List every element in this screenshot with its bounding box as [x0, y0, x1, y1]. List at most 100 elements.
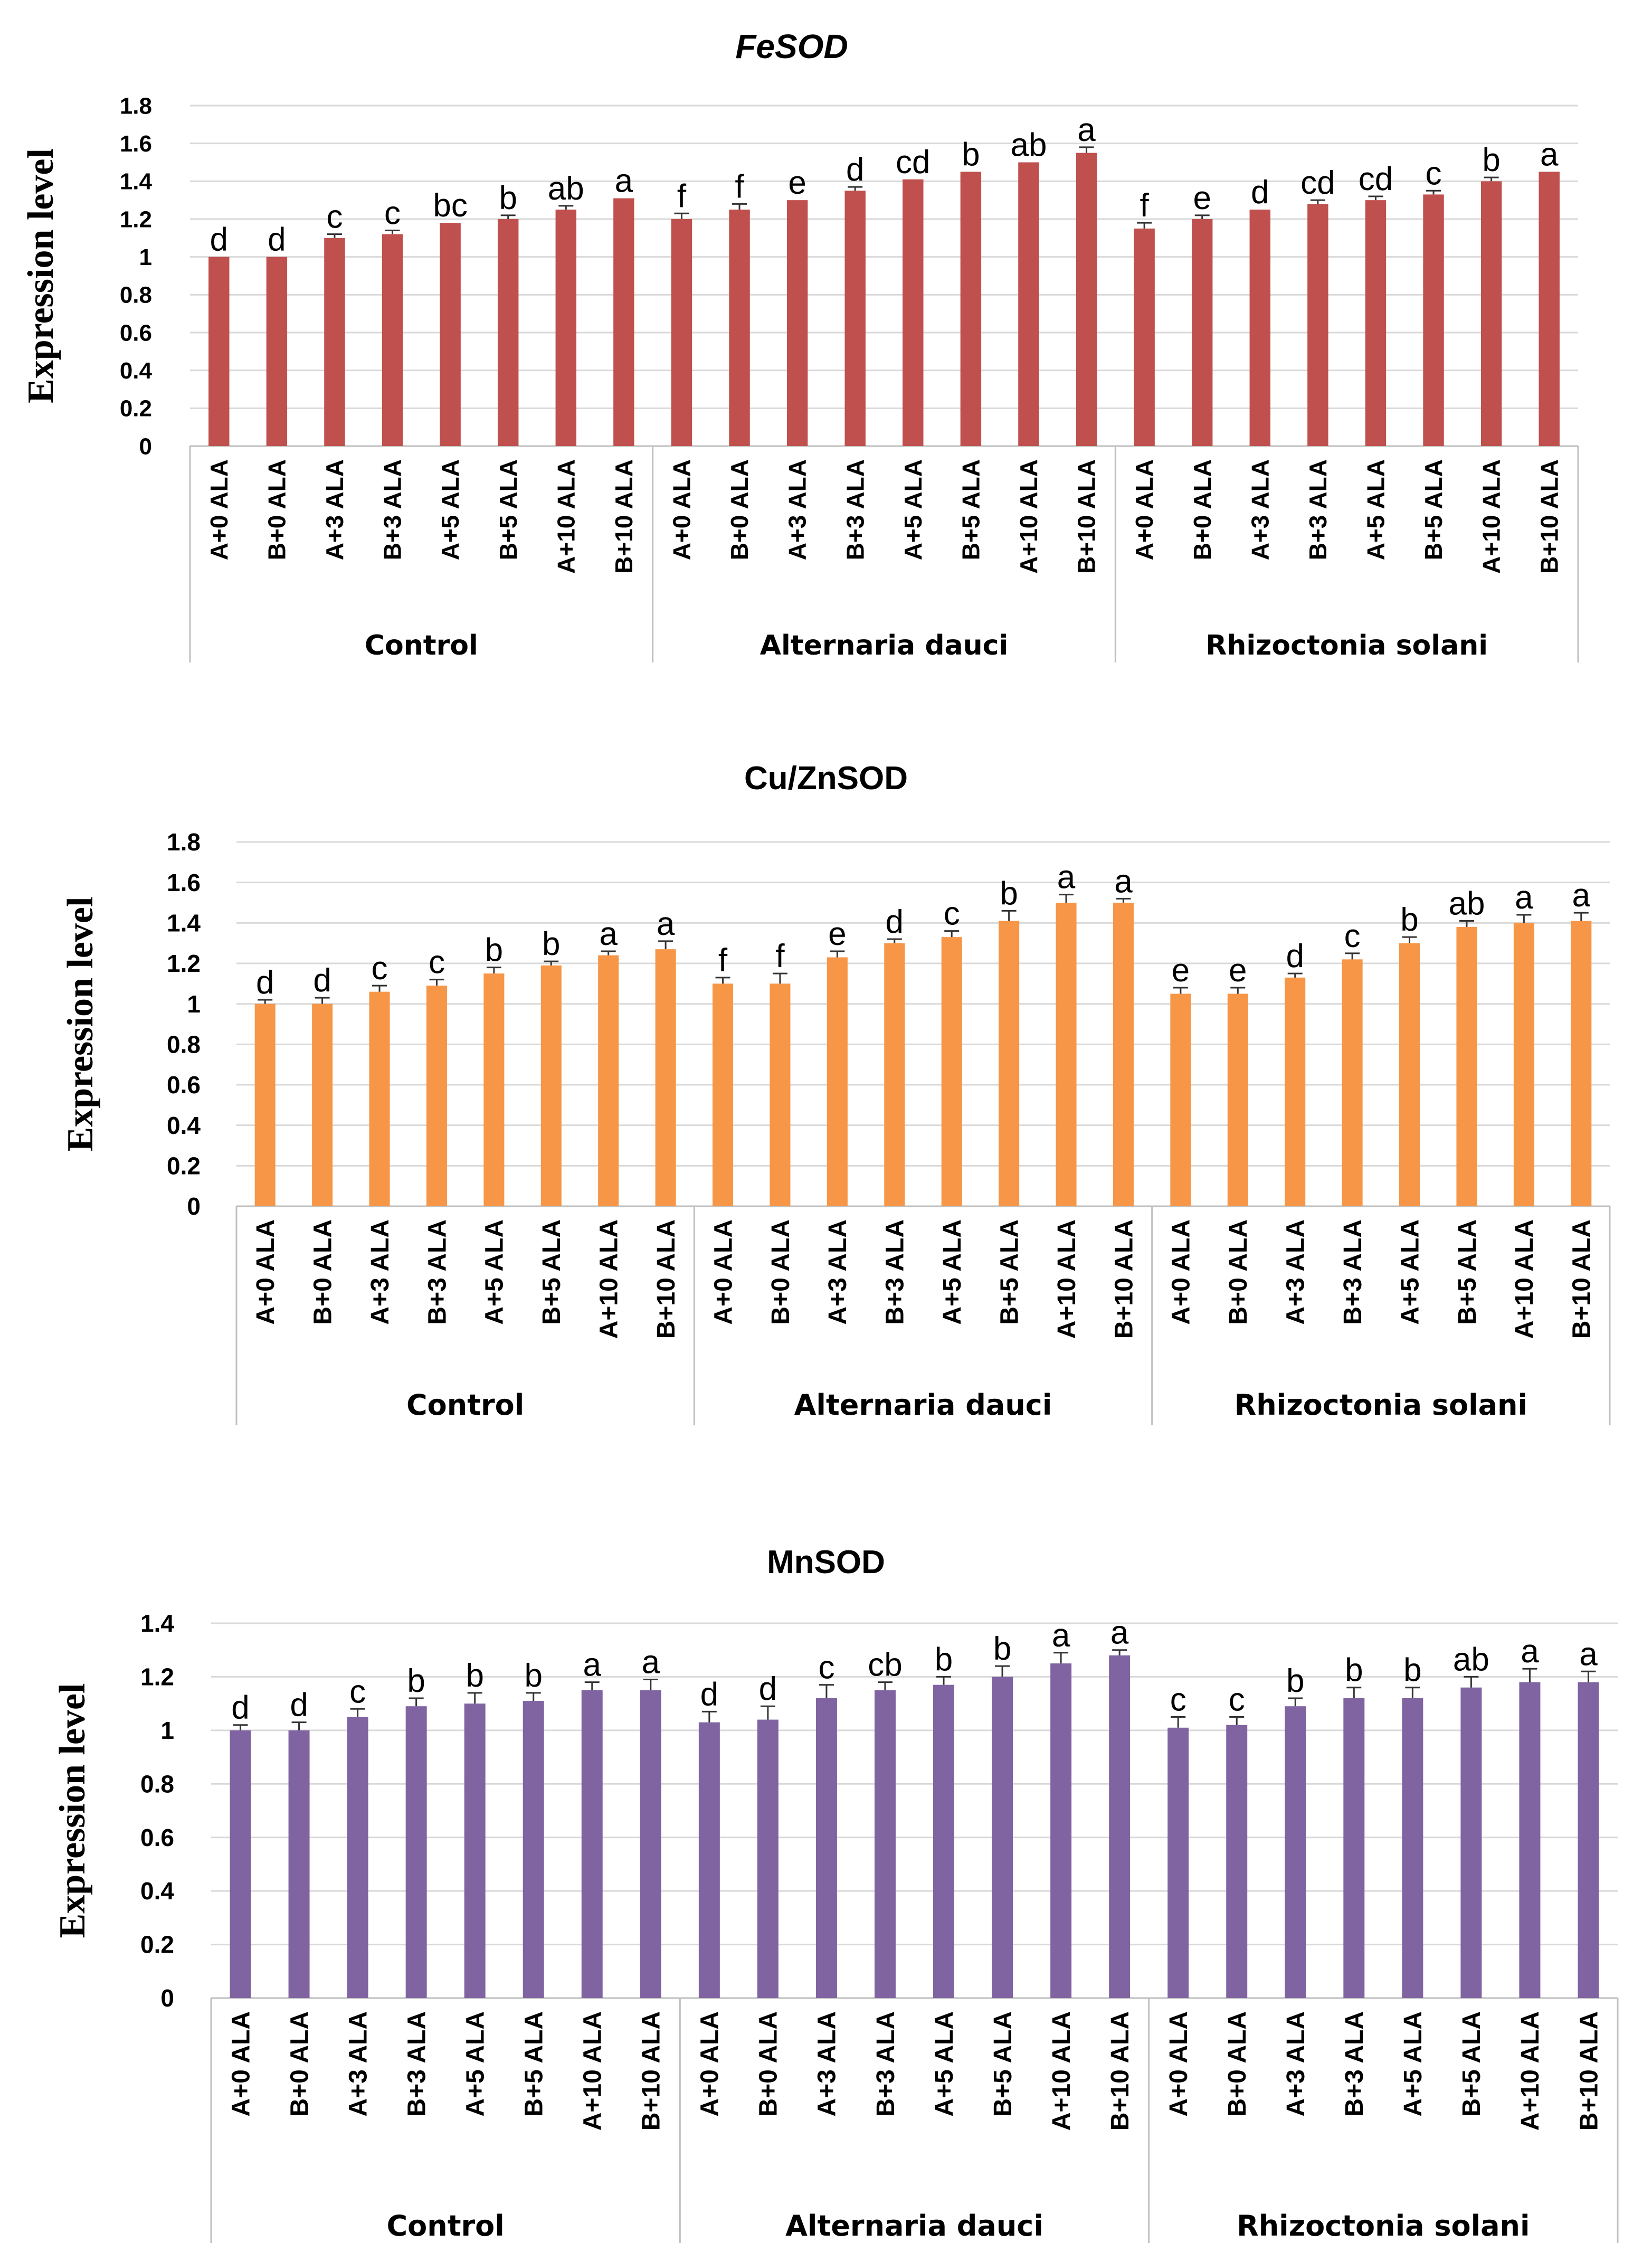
- category-label: B+5 ALA: [1454, 1219, 1482, 1325]
- y-tick-label: 1.6: [167, 869, 201, 896]
- bar: [324, 238, 345, 446]
- significance-label: b: [1400, 902, 1418, 938]
- bar: [655, 949, 676, 1206]
- bar: [992, 1677, 1013, 1998]
- bar: [426, 986, 447, 1206]
- bar: [1050, 1663, 1072, 1998]
- error-bar: [1079, 146, 1094, 153]
- category-label: B+3 ALA: [1339, 1219, 1367, 1325]
- bar: [729, 210, 750, 446]
- y-tick-label: 1.4: [167, 909, 201, 936]
- error-bar: [732, 203, 747, 210]
- significance-label: c: [326, 199, 343, 235]
- error-bar: [1345, 952, 1360, 960]
- error-bar: [1310, 199, 1325, 204]
- category-label: A+0 ALA: [709, 1219, 737, 1325]
- significance-label: cd: [1300, 165, 1335, 201]
- significance-label: e: [1193, 180, 1211, 216]
- category-label: B+10 ALA: [652, 1219, 680, 1339]
- category-label: B+0 ALA: [726, 459, 753, 560]
- y-tick-label: 1: [139, 244, 152, 270]
- significance-label: cb: [868, 1647, 902, 1683]
- category-label: A+10 ALA: [1053, 1219, 1081, 1339]
- category-label: A+10 ALA: [595, 1219, 623, 1339]
- significance-label: b: [1345, 1652, 1363, 1689]
- significance-label: d: [700, 1676, 718, 1712]
- bar: [1076, 153, 1097, 446]
- significance-label: a: [1572, 877, 1591, 914]
- category-label: B+3 ALA: [1341, 2011, 1369, 2117]
- category-label: A+10 ALA: [579, 2011, 607, 2131]
- category-label: A+3 ALA: [344, 2011, 372, 2117]
- significance-label: b: [499, 180, 517, 216]
- significance-label: f: [718, 942, 728, 979]
- chart-title: FeSOD: [735, 27, 848, 65]
- significance-label: d: [886, 904, 904, 940]
- group-label: Alternaria dauci: [785, 2209, 1043, 2242]
- significance-label: a: [1110, 1615, 1129, 1651]
- error-bar: [486, 967, 501, 974]
- category-label: A+3 ALA: [784, 459, 811, 560]
- y-tick-label: 0.6: [120, 320, 152, 346]
- error-bar: [1194, 214, 1210, 219]
- y-tick-label: 0.2: [120, 396, 152, 422]
- error-bar: [877, 1681, 893, 1690]
- error-bar: [409, 1697, 424, 1707]
- significance-label: d: [268, 222, 286, 258]
- significance-label: b: [962, 136, 980, 173]
- category-label: B+0 ALA: [1224, 1219, 1252, 1325]
- bar: [497, 219, 519, 446]
- bar: [933, 1684, 955, 1998]
- chart-2: MnSOD 0 0.2 0.4 0.6 0.8 1 1.2 1.4 Expression leve…: [52, 1544, 1619, 2243]
- group-label: Alternaria dauci: [794, 1388, 1052, 1422]
- significance-label: d: [210, 222, 228, 258]
- bar: [1456, 927, 1477, 1206]
- category-label: B+0 ALA: [1189, 459, 1216, 560]
- y-tick-label: 0.6: [167, 1071, 201, 1099]
- error-bar: [995, 1665, 1010, 1677]
- significance-label: b: [407, 1663, 425, 1699]
- bar: [1285, 1706, 1306, 1998]
- significance-label: c: [1344, 918, 1361, 954]
- y-tick-label: 0.6: [140, 1824, 174, 1851]
- bar: [1343, 1698, 1365, 1998]
- category-label: B+10 ALA: [1535, 459, 1563, 574]
- y-tick-label: 1.2: [140, 1663, 174, 1691]
- significance-label: ab: [548, 171, 584, 207]
- significance-label: e: [828, 916, 846, 952]
- error-bar: [601, 950, 616, 955]
- error-bar: [772, 972, 787, 984]
- bar: [671, 219, 692, 446]
- significance-label: e: [788, 165, 806, 201]
- y-axis-label: Expression level: [60, 897, 101, 1152]
- error-bar: [1522, 1668, 1537, 1682]
- y-tick-label: 1: [160, 1717, 174, 1744]
- category-label: B+5 ALA: [495, 459, 522, 560]
- significance-label: b: [1403, 1652, 1421, 1689]
- significance-label: d: [1286, 938, 1304, 974]
- error-bar: [385, 230, 400, 234]
- error-bar: [372, 985, 387, 992]
- category-label: A+0 ALA: [1167, 1219, 1195, 1325]
- category-label: A+5 ALA: [938, 1219, 966, 1325]
- y-tick-label: 0.8: [140, 1770, 174, 1797]
- category-label: B+10 ALA: [610, 459, 638, 574]
- bar: [581, 1690, 603, 1998]
- category-label: B+5 ALA: [995, 1219, 1023, 1325]
- significance-label: c: [1426, 155, 1442, 192]
- error-bar: [1464, 1676, 1479, 1688]
- category-label: A+3 ALA: [1246, 459, 1274, 560]
- bar: [230, 1730, 251, 1998]
- bar: [1170, 993, 1191, 1206]
- bar: [598, 955, 619, 1206]
- bar: [1285, 977, 1306, 1206]
- bar: [483, 973, 505, 1206]
- chart-title: MnSOD: [767, 1544, 885, 1580]
- significance-label: a: [1579, 1636, 1598, 1672]
- bar: [540, 965, 562, 1206]
- category-label: B+10 ALA: [1106, 2011, 1134, 2131]
- error-bar: [1573, 912, 1589, 921]
- category-label: A+0 ALA: [696, 2011, 724, 2117]
- significance-label: c: [1170, 1682, 1186, 1718]
- significance-label: cd: [896, 144, 930, 181]
